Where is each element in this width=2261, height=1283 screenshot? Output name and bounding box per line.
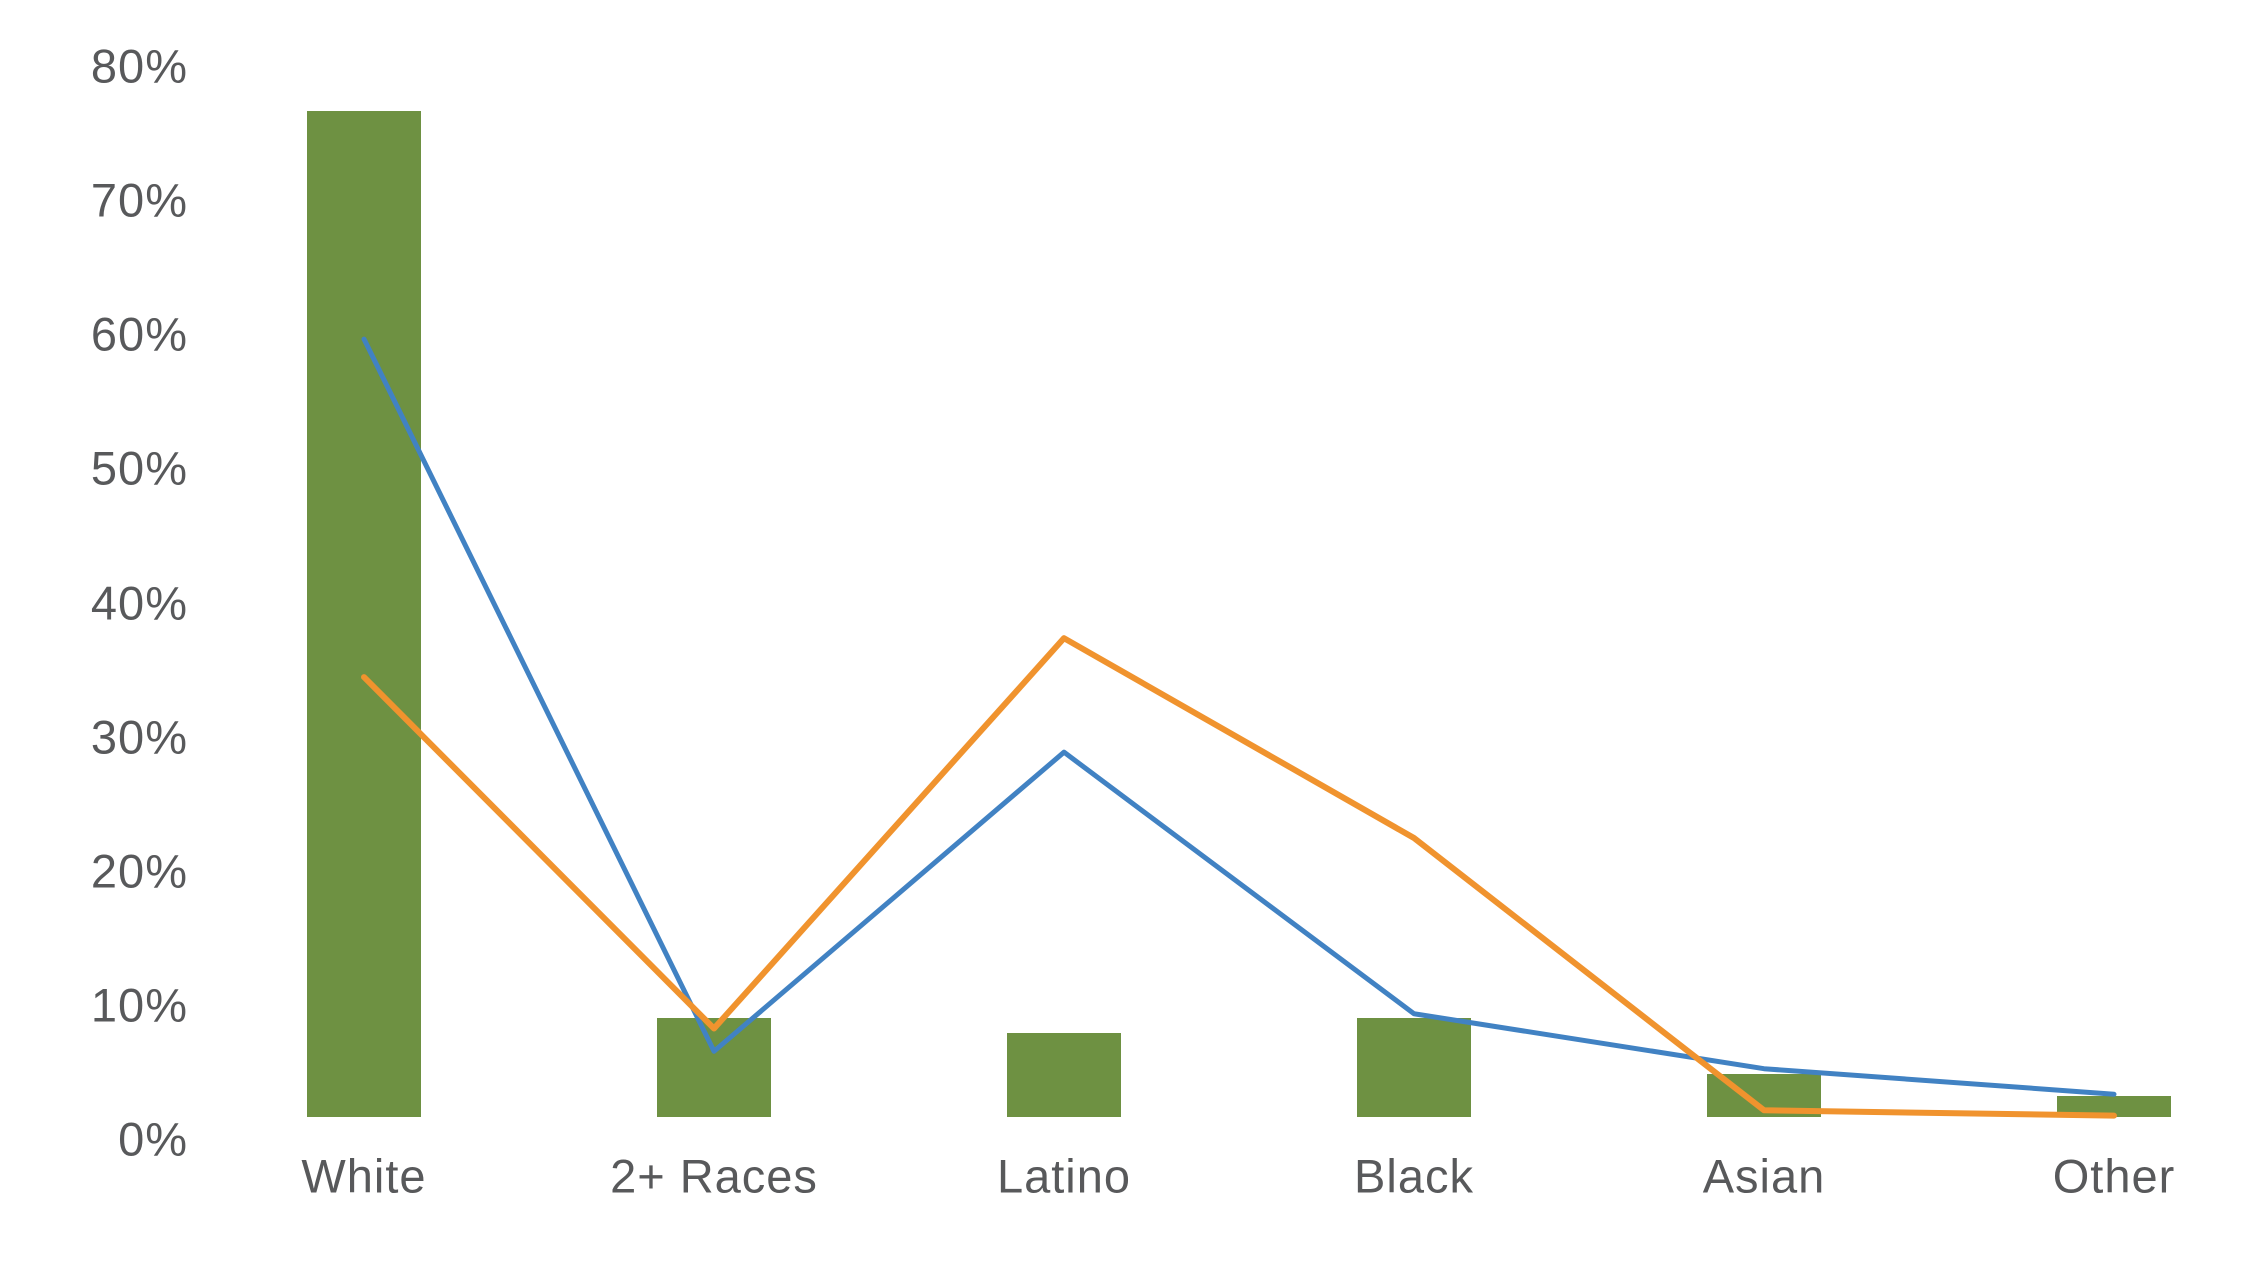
x-tick-label: Asian (1702, 1149, 1826, 1203)
x-tick-label: Black (1354, 1149, 1474, 1203)
y-tick-label: 50% (90, 441, 188, 495)
bar-white (307, 111, 421, 1117)
bar-2-races (657, 1017, 771, 1117)
x-tick-label: White (301, 1149, 427, 1203)
bar-other (2057, 1095, 2171, 1117)
bar-black (1357, 1017, 1471, 1117)
y-tick-label: 0% (118, 1112, 188, 1166)
y-tick-label: 60% (90, 307, 188, 361)
y-tick-label: 40% (90, 576, 188, 629)
bar-latino (1007, 1032, 1121, 1117)
x-tick-label: 2+ Races (610, 1149, 818, 1203)
x-tick-label: Latino (996, 1149, 1132, 1203)
orange-line (361, 635, 2117, 1119)
blue-line (361, 336, 2117, 1097)
y-tick-label: 30% (90, 710, 188, 764)
y-tick-label: 70% (90, 173, 188, 227)
x-tick-label: Other (2052, 1149, 2176, 1203)
y-tick-label: 20% (90, 844, 188, 898)
y-tick-label: 10% (90, 978, 188, 1032)
y-tick-label: 80% (90, 39, 188, 93)
